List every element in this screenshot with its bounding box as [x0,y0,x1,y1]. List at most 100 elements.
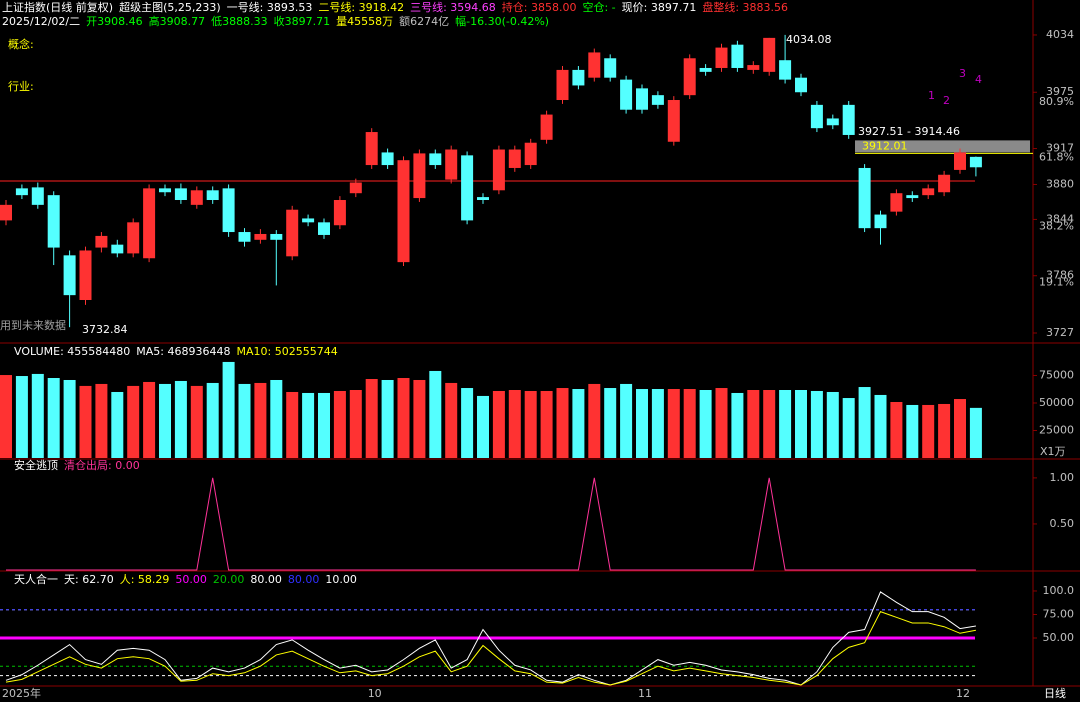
candle-body [95,235,108,248]
y-tick-label: 3975 [1046,85,1074,98]
volume-bar [79,385,92,458]
candle-body [779,60,792,80]
volume-bar [683,389,696,458]
volume-bar [365,378,378,458]
volume-bar [492,390,505,458]
title-item: 持仓: 3858.00 [501,1,577,14]
y-tick-label: 75000 [1039,368,1074,381]
candle-body [461,155,474,221]
candle-body [715,47,728,68]
volume-bar [858,387,871,458]
candle-body [540,114,553,140]
volume-bar [95,383,108,458]
candle-body [858,167,871,229]
annotation: 用到未来数据 [0,318,66,332]
candle-body [286,209,299,257]
annotation: 3927.51 - 3914.46 [858,125,960,138]
x-tick-label: 10 [368,687,382,700]
volume-bar [922,404,935,458]
candle-body [572,69,585,86]
level-label: 80.00 [287,573,320,586]
candle-body [524,142,537,166]
info-item: 幅-16.30(-0.42%) [455,15,550,28]
title-item: 现价: 3897.71 [621,1,697,14]
volume-bar [413,379,426,458]
candle-body [254,233,267,240]
volume-bar [651,389,664,458]
candle-body [906,195,919,199]
info-item: 量45558万 [336,15,394,28]
volume-bar [222,361,235,458]
title-item: 一号线: 3893.53 [226,1,313,14]
candle-body [333,200,346,226]
candle-body [477,197,489,201]
volume-bar [63,379,76,458]
level-label: 50.00 [175,573,207,586]
period-label: 日线 [1044,686,1066,700]
fib-label: 80.9% [1039,95,1074,108]
fib-label: 61.8% [1039,151,1074,164]
candle-body [667,100,680,142]
candle-body [810,104,823,129]
volume-bar [779,390,792,458]
candle-body [63,255,76,296]
volume-bar [890,401,903,458]
candle-body [222,188,235,233]
price-box [855,140,1030,153]
candle-body [492,149,505,191]
candle-body [890,193,903,212]
level-label: 10.00 [325,573,357,586]
volume-bar [381,379,394,458]
volume-bar [731,392,744,458]
info-item: 开3908.46 [86,15,143,28]
volume-bar [699,390,712,458]
volume-bar [190,385,203,458]
volume-bar [572,389,585,458]
volume-bar [826,391,839,458]
volume-bar [47,378,60,458]
volume-bar [508,390,521,458]
volume-bar [333,390,346,458]
candle-body [206,190,219,201]
tianren-header: 天人合一 天: 62.70 人: 58.29 50.00 20.00 80.00 80.00… [14,573,357,587]
candle-body [731,44,744,68]
candle-body [79,250,92,300]
candle-body [47,195,60,248]
indicator-line [5,591,976,686]
volume-bar [318,392,330,458]
volume-bar [556,388,569,458]
volume-bar [874,394,887,458]
y-tick-label: 0.50 [1050,517,1075,530]
volume-bar [969,407,982,458]
volume-bar [143,381,156,458]
candle-body [508,149,521,168]
candle-body [763,37,776,72]
candle-body [683,58,696,96]
candle-body [795,77,807,93]
candle-body [15,188,28,196]
candle-body [318,222,330,235]
ren: 人: 58.29 [119,573,170,586]
candle-body [31,187,44,205]
volume-bar [810,390,823,458]
volume-bar [620,383,633,458]
level-label: 20.00 [212,573,245,586]
volume-bar [397,378,410,458]
candle-body [174,188,187,201]
volume-bar [906,404,919,458]
info-row: 2025/12/02/二 开3908.46 高3908.77 低3888.33 收389… [2,15,549,29]
candle-body [636,88,648,110]
candle-body [111,244,124,254]
candle-body [969,156,982,168]
candle-body [556,69,569,101]
level-label: 80.00 [250,573,282,586]
volume-bar [842,398,855,458]
title-item: 上证指数(日线 前复权) [2,1,114,14]
x-tick-label: 12 [956,687,970,700]
candle-body [238,232,251,242]
panel-title: 天人合一 [14,573,58,586]
info-item: 低3888.33 [211,15,268,28]
title-row: 上证指数(日线 前复权) 超级主图(5,25,233) 一号线: 3893.53 二号… [2,1,788,15]
volume-bar [238,383,251,458]
